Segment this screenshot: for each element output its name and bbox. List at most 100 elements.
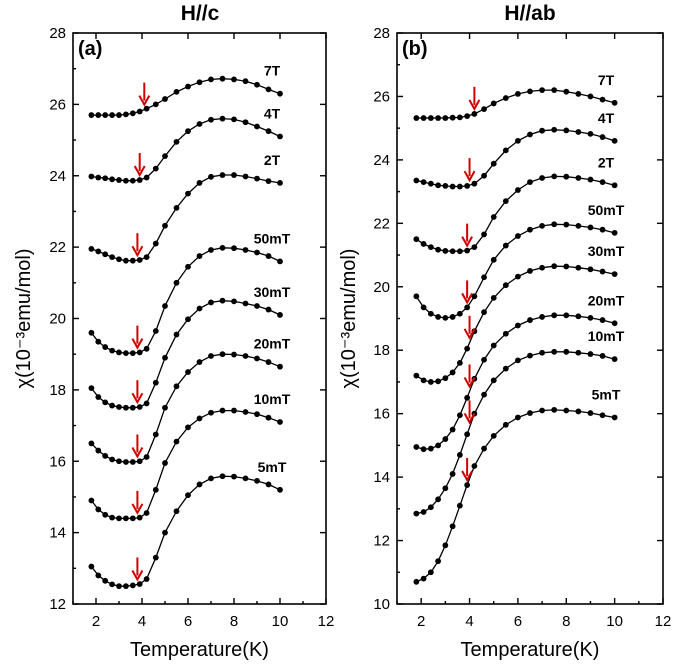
data-point xyxy=(539,127,545,134)
data-point xyxy=(129,110,136,117)
data-point xyxy=(464,345,471,352)
data-point xyxy=(265,253,272,259)
data-point xyxy=(231,172,237,178)
data-point xyxy=(162,460,168,466)
data-point xyxy=(95,338,102,345)
data-point xyxy=(136,458,143,465)
data-point xyxy=(456,248,463,255)
data-point xyxy=(277,90,283,97)
data-point xyxy=(435,115,442,121)
data-point xyxy=(449,114,456,121)
data-point xyxy=(563,348,570,355)
series-7T: 7T xyxy=(88,63,283,118)
series-50mT: 50mT xyxy=(413,202,625,321)
data-point xyxy=(420,446,427,453)
series-label: 7T xyxy=(598,72,615,88)
data-point xyxy=(427,244,434,251)
data-point xyxy=(143,345,150,352)
data-point xyxy=(277,133,283,140)
data-point xyxy=(231,473,237,480)
data-point xyxy=(116,112,122,118)
data-point xyxy=(427,445,434,452)
data-point xyxy=(277,486,283,493)
data-point xyxy=(420,377,427,384)
data-point xyxy=(102,175,109,182)
data-point xyxy=(527,131,533,138)
data-point xyxy=(265,178,272,185)
data-point xyxy=(116,177,122,183)
data-point xyxy=(231,76,237,83)
data-point xyxy=(277,312,283,318)
data-point xyxy=(196,305,203,312)
data-point xyxy=(102,511,109,518)
panel-a: 2 4 6 8 10 12121416182022242628H//c(a)Tempera… xyxy=(13,2,334,661)
data-point xyxy=(109,402,115,409)
data-point xyxy=(254,477,260,484)
data-point xyxy=(102,344,109,350)
data-point xyxy=(116,515,122,522)
data-point xyxy=(208,173,214,180)
data-point xyxy=(254,355,260,362)
data-point xyxy=(464,431,471,438)
data-point xyxy=(442,115,449,121)
data-point xyxy=(515,91,521,97)
data-point xyxy=(413,578,420,585)
data-point xyxy=(185,263,191,270)
series-label: 20mT xyxy=(254,336,291,352)
data-point xyxy=(563,127,570,134)
data-point xyxy=(129,257,136,264)
data-point xyxy=(599,317,606,323)
data-point xyxy=(490,377,497,384)
data-point xyxy=(539,222,545,229)
data-point xyxy=(515,273,521,280)
data-point xyxy=(143,454,150,460)
data-point xyxy=(611,271,618,277)
data-point xyxy=(123,111,129,118)
data-point xyxy=(265,414,272,421)
data-point xyxy=(254,303,260,309)
data-point xyxy=(413,115,420,121)
data-point xyxy=(265,128,272,135)
data-point xyxy=(599,412,606,419)
data-point xyxy=(102,112,109,118)
data-point xyxy=(575,175,582,181)
data-point xyxy=(231,298,237,305)
data-point xyxy=(242,247,249,253)
data-point xyxy=(231,116,237,123)
transition-arrow-head xyxy=(131,338,144,350)
data-point xyxy=(185,424,191,431)
series-label: 30mT xyxy=(588,243,625,259)
y-tick-label: 14 xyxy=(49,525,66,542)
data-point xyxy=(502,421,509,428)
data-point xyxy=(88,246,95,252)
data-point xyxy=(435,246,442,253)
data-point xyxy=(563,312,570,319)
data-point xyxy=(152,379,159,386)
data-point xyxy=(481,445,487,452)
panel-title: H//c xyxy=(181,2,220,25)
data-point xyxy=(575,91,582,97)
data-point xyxy=(442,183,449,189)
transition-arrow-head xyxy=(131,570,144,582)
data-point xyxy=(242,409,249,415)
data-point xyxy=(231,407,237,414)
data-point xyxy=(515,137,521,144)
data-point xyxy=(449,369,456,376)
data-point xyxy=(413,372,420,379)
data-point xyxy=(208,475,214,482)
data-point xyxy=(413,444,420,450)
data-point xyxy=(129,404,136,411)
data-point xyxy=(173,279,180,286)
data-point xyxy=(196,179,203,186)
data-point xyxy=(490,160,497,167)
x-tick-label: 8 xyxy=(562,613,570,630)
data-point xyxy=(143,174,150,181)
data-point xyxy=(471,180,478,187)
data-point xyxy=(95,112,102,118)
x-tick-label: 4 xyxy=(138,613,146,630)
data-point xyxy=(435,558,442,565)
y-tick-label: 16 xyxy=(49,453,66,470)
series-line xyxy=(416,314,615,450)
data-point xyxy=(152,101,159,108)
data-point xyxy=(527,226,533,233)
